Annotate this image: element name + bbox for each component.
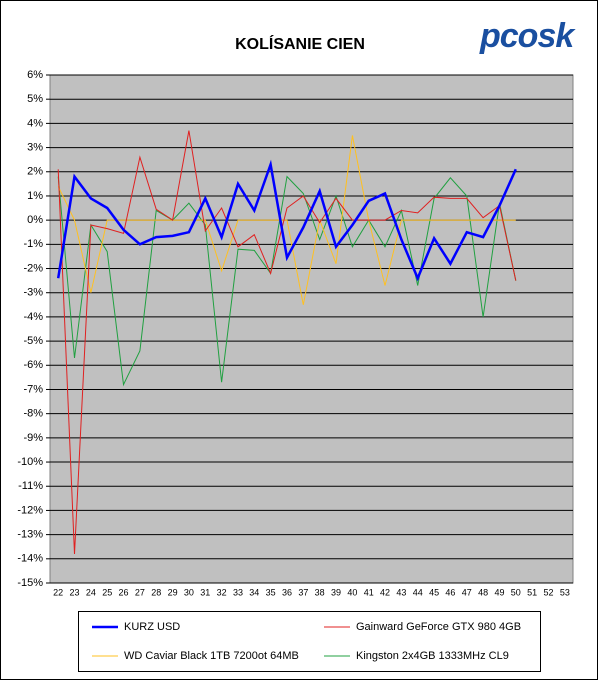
- x-tick-label: 38: [315, 587, 325, 597]
- y-tick-label: -8%: [23, 408, 43, 420]
- x-tick-label: 26: [119, 587, 129, 597]
- x-tick-label: 28: [151, 587, 161, 597]
- y-tick-label: -13%: [17, 529, 43, 541]
- x-tick-label: 29: [168, 587, 178, 597]
- y-tick-label: 0%: [27, 214, 43, 226]
- x-tick-label: 34: [249, 587, 259, 597]
- x-tick-label: 37: [298, 587, 308, 597]
- x-tick-label: 50: [511, 587, 521, 597]
- x-tick-label: 31: [200, 587, 210, 597]
- x-tick-label: 25: [102, 587, 112, 597]
- y-tick-label: -11%: [18, 480, 43, 492]
- x-tick-label: 47: [462, 587, 472, 597]
- y-tick-label: 5%: [27, 93, 43, 105]
- y-tick-label: -2%: [23, 262, 43, 274]
- y-tick-label: -14%: [17, 553, 43, 565]
- x-tick-label: 42: [380, 587, 390, 597]
- legend-label: Gainward GeForce GTX 980 4GB: [356, 621, 521, 633]
- y-tick-label: -4%: [23, 311, 43, 323]
- x-tick-label: 22: [53, 587, 63, 597]
- logo: pcosk: [479, 17, 576, 55]
- x-tick-label: 23: [70, 587, 80, 597]
- x-tick-label: 35: [266, 587, 276, 597]
- legend: [78, 611, 541, 672]
- x-tick-label: 41: [364, 587, 374, 597]
- x-tick-label: 48: [478, 587, 488, 597]
- series-line: [57, 130, 517, 555]
- series-line: [57, 135, 516, 305]
- y-tick-label: -6%: [23, 359, 43, 371]
- x-tick-label: 27: [135, 587, 145, 597]
- series-line: [56, 159, 517, 282]
- x-tick-label: 36: [282, 587, 292, 597]
- y-tick-label: -15%: [17, 577, 43, 589]
- x-tick-label: 52: [543, 587, 553, 597]
- x-tick-label: 39: [331, 587, 341, 597]
- x-tick-label: 30: [184, 587, 194, 597]
- x-tick-label: 33: [233, 587, 243, 597]
- x-tick-label: 32: [217, 587, 227, 597]
- y-tick-label: -12%: [17, 504, 43, 516]
- legend-label: KURZ USD: [124, 621, 180, 633]
- y-tick-label: -7%: [23, 383, 43, 395]
- x-tick-label: 49: [494, 587, 504, 597]
- chart-title: KOLÍSANIE CIEN: [235, 34, 365, 53]
- x-tick-label: 44: [413, 587, 423, 597]
- y-tick-label: 1%: [27, 190, 43, 202]
- y-tick-label: -10%: [17, 456, 43, 468]
- x-tick-label: 53: [560, 587, 570, 597]
- x-tick-label: 24: [86, 587, 96, 597]
- x-tick-label: 45: [429, 587, 439, 597]
- y-tick-label: -3%: [23, 287, 43, 299]
- legend-label: WD Caviar Black 1TB 7200ot 64MB: [124, 650, 299, 662]
- x-tick-label: 51: [527, 587, 537, 597]
- y-tick-label: 3%: [27, 141, 43, 153]
- y-tick-label: 2%: [27, 166, 43, 178]
- y-tick-label: -9%: [23, 432, 43, 444]
- x-tick-label: 40: [347, 587, 357, 597]
- series-line: [57, 175, 517, 387]
- x-tick-label: 46: [445, 587, 455, 597]
- x-tick-label: 43: [396, 587, 406, 597]
- y-tick-label: -1%: [23, 238, 43, 250]
- y-tick-label: 6%: [27, 69, 43, 81]
- y-tick-label: -5%: [23, 335, 43, 347]
- plot-area: [49, 74, 574, 584]
- legend-label: Kingston 2x4GB 1333MHz CL9: [356, 650, 509, 662]
- y-tick-label: 4%: [27, 117, 43, 129]
